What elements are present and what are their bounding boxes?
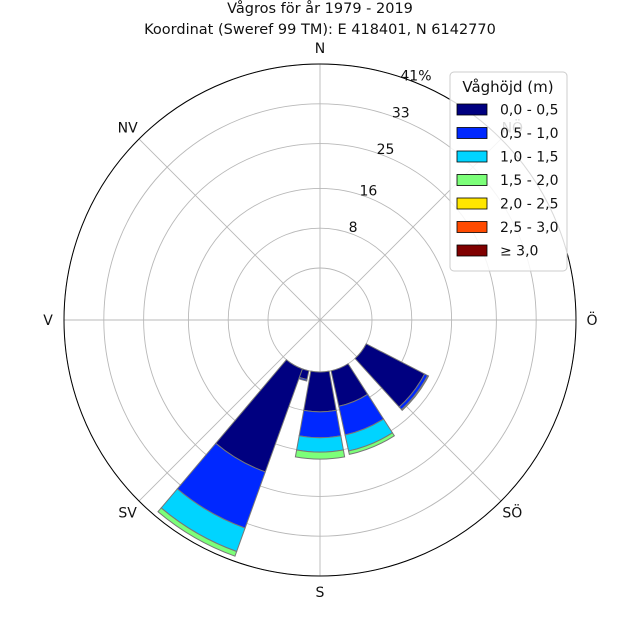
chart-title: Vågros för år 1979 - 2019: [227, 0, 413, 17]
legend-items: 0,0 - 0,5 0,5 - 1,0 1,0 - 1,5 1,5 - 2,0 2,0 …: [456, 103, 558, 260]
chart-subtitle: Koordinat (Sweref 99 TM): E 418401, N 61…: [144, 22, 496, 38]
legend-swatch: [456, 127, 488, 139]
legend-label: 0,5 - 1,0: [500, 126, 558, 142]
bar-sector-3-class-2: [298, 409, 342, 439]
legend-swatch: [456, 197, 488, 210]
outer-frame: [63, 63, 577, 577]
direction-label: Ö: [586, 311, 597, 329]
radial-tick-label: 25: [377, 142, 395, 158]
bar-sector-3-class-1: [303, 370, 337, 413]
radial-tick-label: 16: [359, 183, 377, 199]
legend-swatch: [456, 103, 488, 116]
bar-sector-3-class-3: [296, 435, 344, 453]
direction-label: NV: [118, 121, 138, 137]
rose-bars: [157, 343, 430, 557]
legend-label: 1,5 - 2,0: [500, 173, 558, 189]
legend-label: ≥ 3,0: [500, 244, 538, 260]
direction-label: S: [316, 585, 325, 601]
grid-spoke-4: [138, 138, 502, 502]
direction-label: V: [43, 313, 53, 329]
legend-label: 2,0 - 2,5: [500, 197, 558, 213]
direction-label: SÖ: [502, 503, 522, 521]
direction-label: SV: [118, 505, 137, 521]
legend: Våghöjd (m) 0,0 - 0,5 0,5 - 1,0 1,0 - 1,5 1…: [449, 71, 568, 272]
legend-title: Våghöjd (m): [462, 78, 553, 96]
legend-swatch: [456, 244, 488, 257]
polar-grid: [63, 63, 577, 577]
legend-label: 2,5 - 3,0: [500, 220, 558, 236]
bar-sector-3-class-4: [294, 449, 346, 460]
radial-tick-label: 33: [392, 105, 410, 121]
bar-sector-1-class-3: [400, 374, 430, 412]
legend-label: 0,0 - 0,5: [500, 103, 558, 119]
radial-tick-label: 41%: [400, 68, 431, 84]
direction-label: N: [315, 41, 325, 57]
legend-swatch: [456, 174, 488, 186]
bar-sector-2-class-4: [347, 432, 396, 456]
radial-tick-label: 8: [349, 220, 358, 236]
radial-tick-labels: 8 16 25 33 41%: [349, 68, 432, 236]
legend-label: 1,0 - 1,5: [500, 150, 558, 166]
bar-sector-5-class-4: [157, 507, 238, 557]
legend-swatch: [456, 150, 488, 163]
legend-swatch: [456, 221, 488, 233]
